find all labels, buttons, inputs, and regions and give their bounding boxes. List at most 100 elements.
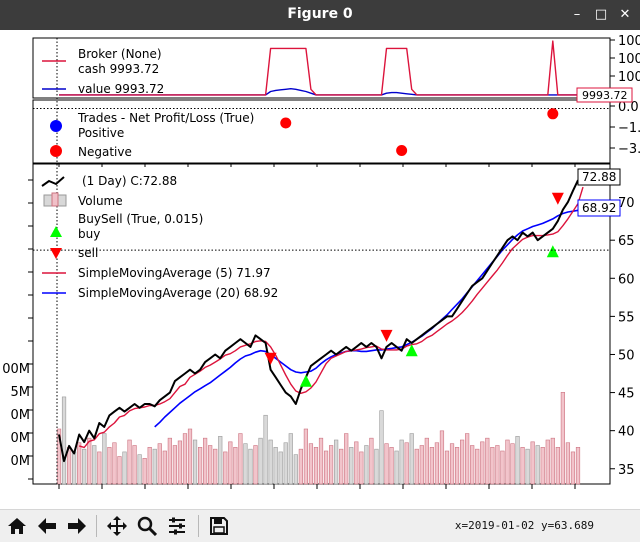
- volume-bar: [510, 443, 515, 485]
- volume-bar: [344, 433, 349, 485]
- volume-tick-label: 00M: [2, 362, 30, 377]
- configure-subplots-icon[interactable]: [164, 514, 190, 538]
- volume-bar: [419, 445, 424, 485]
- volume-bar: [334, 439, 339, 485]
- volume-bar: [485, 437, 490, 485]
- volume-bar: [339, 448, 344, 485]
- volume-bar: [560, 392, 565, 485]
- volume-bar: [475, 448, 480, 485]
- volume-bar: [354, 441, 359, 485]
- volume-bar: [530, 441, 535, 485]
- volume-bar: [555, 447, 560, 485]
- close-badge: 72.88: [582, 170, 616, 184]
- maximize-button[interactable]: □: [594, 7, 608, 22]
- volume-bar: [495, 445, 500, 485]
- volume-bar: [197, 447, 203, 485]
- volume-bar: [318, 437, 324, 485]
- broker-legend-title: Broker (None): [78, 47, 162, 61]
- volume-tick-label: 0M: [11, 454, 31, 469]
- volume-bar: [72, 451, 77, 485]
- volume-bar: [409, 433, 414, 485]
- volume-bar: [323, 450, 329, 485]
- volume-bar: [565, 442, 571, 485]
- volume-bar: [97, 451, 102, 485]
- y-tick-label: −3.: [618, 142, 640, 157]
- sma5-line: [78, 186, 584, 449]
- y-tick-label: 60: [618, 272, 635, 287]
- volume-bar: [117, 456, 122, 485]
- y-tick-label: 45: [618, 387, 635, 402]
- close-price-line: [58, 179, 579, 463]
- volume-bar: [137, 454, 142, 485]
- y-tick-label: 0.0: [618, 100, 639, 115]
- volume-bar: [439, 430, 445, 485]
- y-tick-label: 100: [618, 70, 640, 85]
- y-tick-label: 35: [618, 463, 635, 478]
- buy-legend-marker: [50, 226, 62, 237]
- save-icon[interactable]: [206, 514, 232, 538]
- buysell-legend-label: BuySell (True, 0.015): [78, 212, 203, 226]
- volume-bar: [303, 428, 309, 485]
- volume-bar: [172, 445, 177, 485]
- volume-bar: [288, 433, 293, 485]
- sma20-badge-box: [577, 199, 621, 217]
- broker-cash-line: [59, 40, 578, 96]
- volume-bar: [349, 447, 354, 485]
- sell-legend-marker: [50, 248, 62, 259]
- volume-bar: [293, 454, 298, 485]
- close-button[interactable]: ✕: [619, 7, 631, 22]
- volume-bar: [223, 451, 228, 485]
- broker-badge: 9993.72: [582, 89, 628, 102]
- sell-signal-marker: [380, 329, 393, 342]
- volume-bar: [424, 437, 429, 485]
- volume-bar: [92, 445, 97, 485]
- buy-legend-label: buy: [78, 227, 100, 241]
- forward-arrow-icon[interactable]: [64, 514, 90, 538]
- broker-lines: [59, 40, 578, 96]
- navigation-toolbar: x=2019-01-02 y=63.689: [0, 509, 640, 542]
- volume-bar: [465, 433, 470, 485]
- volume-bar: [152, 448, 157, 485]
- back-arrow-icon[interactable]: [34, 514, 60, 538]
- volume-bar: [515, 436, 520, 485]
- volume-bar: [550, 437, 555, 485]
- minimize-button[interactable]: –: [573, 7, 581, 22]
- volume-bar: [444, 450, 450, 485]
- zoom-icon[interactable]: [134, 514, 160, 538]
- home-icon[interactable]: [4, 514, 30, 538]
- volume-bar: [434, 442, 440, 485]
- volume-bar: [243, 443, 248, 485]
- volume-bar: [490, 447, 495, 485]
- volume-legend-inner: [51, 192, 59, 207]
- sma20-legend-label: SimpleMovingAverage (20) 68.92: [78, 286, 278, 300]
- volume-bar: [540, 447, 545, 485]
- negative-legend-marker: [50, 145, 62, 157]
- volume-tick-label: 0M: [11, 408, 31, 423]
- sma5-legend-label: SimpleMovingAverage (5) 71.97: [78, 266, 271, 280]
- toolbar-separator: [96, 515, 97, 537]
- figure-canvas[interactable]: 70 65 60 55 50 45 40 35 00M 5M 0M 0M 0M 100 100 100 0.0 −…: [0, 30, 640, 509]
- buy-signal-marker: [405, 344, 418, 357]
- axis-ticks: 70 65 60 55 50 45 40 35 00M 5M 0M 0M 0M 100 100 100 0.0 −…: [2, 34, 640, 489]
- volume-bar: [328, 445, 334, 485]
- volume-bar: [460, 439, 465, 485]
- volume-bar: [107, 447, 112, 485]
- volume-bar: [132, 445, 137, 485]
- negative-trade-marker: [396, 145, 408, 157]
- volume-bars: [56, 392, 581, 485]
- volume-bar: [389, 447, 394, 485]
- toolbar-separator: [198, 515, 199, 537]
- y-tick-label: 55: [618, 310, 635, 325]
- volume-bar: [449, 443, 455, 485]
- close-badge-box: [577, 168, 621, 186]
- volume-bar: [298, 448, 303, 485]
- volume-bar: [399, 439, 404, 485]
- sma20-line: [154, 209, 579, 428]
- pan-icon[interactable]: [104, 514, 130, 538]
- volume-bar: [379, 410, 384, 485]
- volume-bar: [263, 414, 268, 485]
- cursor-coordinates: x=2019-01-02 y=63.689: [454, 519, 594, 532]
- volume-bar: [313, 447, 319, 485]
- volume-bar: [122, 451, 127, 485]
- volume-bar: [147, 447, 152, 485]
